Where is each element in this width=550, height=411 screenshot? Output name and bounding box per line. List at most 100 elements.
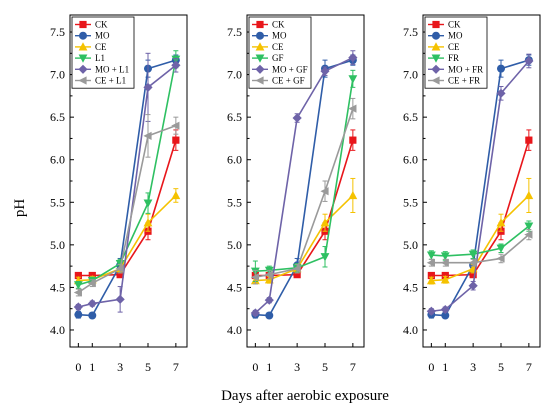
legend-item: MO [75, 31, 110, 41]
y-tick-label: 5.0 [403, 238, 418, 252]
data-point [143, 131, 152, 140]
legend-item: CK [75, 20, 108, 30]
data-point [73, 281, 83, 290]
data-point [524, 222, 534, 231]
legend-label: MO + FR [448, 64, 483, 74]
legend-item: CE [75, 42, 107, 52]
legend-marker [255, 54, 265, 63]
y-tick-label: 6.0 [227, 153, 242, 167]
data-point [171, 121, 180, 130]
x-tick-label: 0 [252, 360, 258, 374]
data-point [441, 311, 450, 320]
legend-marker [78, 76, 87, 85]
legend-item: FR [428, 53, 459, 63]
x-tick-label: 1 [442, 360, 448, 374]
data-point [73, 302, 83, 312]
data-point [427, 271, 435, 280]
y-tick-label: 5.5 [227, 195, 242, 209]
legend-item: L1 [75, 53, 105, 63]
data-point [440, 304, 450, 315]
legend-item: CK [252, 20, 285, 30]
data-point [348, 75, 358, 84]
data-point [143, 82, 153, 92]
y-tick-label: 7.5 [403, 25, 418, 39]
legend-item: CE [252, 42, 284, 52]
y-tick-label: 6.5 [50, 110, 65, 124]
legend-label: L1 [95, 53, 105, 63]
y-tick-label: 4.5 [50, 280, 65, 294]
data-point [426, 251, 436, 260]
legend-label: CK [272, 20, 285, 30]
legend-label: MO [95, 31, 110, 41]
legend-label: FR [448, 53, 459, 63]
legend-item: MO + FR [428, 64, 483, 74]
legend-marker [432, 31, 440, 40]
legend-marker [255, 76, 264, 85]
data-point [264, 270, 273, 279]
data-point [468, 281, 478, 291]
data-point [265, 311, 274, 320]
data-point [115, 264, 124, 273]
x-tick-label: 3 [117, 360, 123, 374]
y-tick-label: 6.5 [227, 110, 242, 124]
data-point [496, 254, 505, 263]
data-point [426, 258, 435, 267]
legend-marker [432, 20, 440, 29]
x-tick-label: 3 [294, 360, 300, 374]
data-point [115, 294, 125, 304]
data-point [348, 104, 357, 113]
x-tick-label: 0 [75, 360, 81, 374]
legend-box [424, 16, 488, 89]
legend-label: GF [272, 53, 284, 63]
legend-item: MO + L1 [75, 64, 129, 74]
legend-box [248, 16, 312, 89]
data-point [116, 271, 124, 279]
legend-item: MO [252, 31, 287, 41]
data-point [171, 190, 181, 200]
data-point [250, 273, 259, 282]
y-axis-label: pH [12, 199, 28, 218]
data-point [88, 311, 97, 320]
legend-label: CE + FR [448, 76, 480, 86]
y-tick-label: 6.0 [50, 153, 65, 167]
data-point [292, 113, 302, 123]
legend-item: GF [252, 53, 284, 63]
legend-marker [256, 31, 264, 40]
y-tick-label: 7.0 [227, 68, 242, 82]
data-point [320, 187, 329, 196]
legend-marker [79, 31, 87, 40]
data-point [496, 218, 506, 227]
series-line [255, 139, 354, 277]
series-fr [426, 220, 534, 261]
data-point [349, 136, 357, 144]
legend-item: CE [428, 42, 460, 52]
legend-marker [255, 64, 265, 74]
data-point [497, 64, 505, 73]
legend-item: CK [428, 20, 461, 30]
legend-label: CE + GF [272, 76, 305, 86]
y-tick-label: 5.0 [227, 238, 242, 252]
data-point [440, 275, 450, 284]
data-point [320, 218, 330, 227]
data-point [440, 258, 449, 267]
data-point [293, 271, 301, 279]
data-point [496, 88, 506, 98]
y-tick-label: 4.0 [403, 323, 418, 337]
data-point [426, 306, 436, 316]
data-point [524, 230, 533, 239]
legend-marker [255, 42, 265, 51]
legend-marker [78, 64, 88, 74]
legend-marker [431, 76, 440, 85]
legend-marker [431, 54, 441, 63]
data-point [292, 264, 301, 273]
legend-marker [431, 64, 441, 74]
x-tick-label: 5 [322, 360, 328, 374]
data-point [143, 218, 153, 227]
legend-item: CE + GF [252, 76, 305, 86]
series-line [255, 108, 354, 278]
legend-marker [431, 42, 441, 51]
data-point [524, 56, 534, 66]
